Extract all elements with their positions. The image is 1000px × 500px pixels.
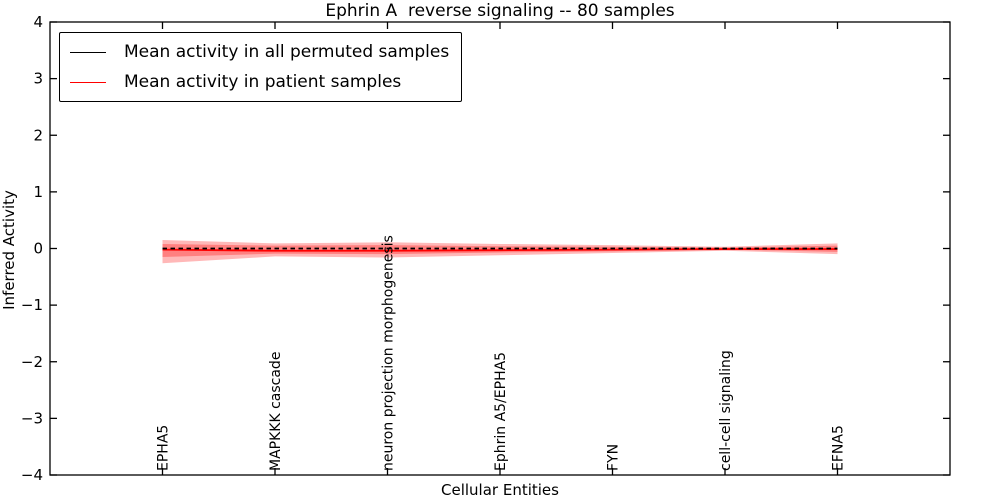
x-tick-label: EFNA5 xyxy=(831,425,847,471)
y-tick-label: 4 xyxy=(33,13,43,31)
x-tick-label: neuron projection morphogenesis xyxy=(381,235,397,471)
y-tick-label: 0 xyxy=(33,240,43,258)
figure-title: Ephrin A reverse signaling -- 80 samples xyxy=(325,1,675,21)
x-tick-label: Ephrin A5/EPHA5 xyxy=(493,352,509,471)
y-tick-label: 3 xyxy=(33,70,43,88)
legend-item: Mean activity in patient samples xyxy=(70,69,449,95)
y-tick-label: 1 xyxy=(33,183,43,201)
x-tick-label: EPHA5 xyxy=(156,425,172,471)
legend-item-label: Mean activity in patient samples xyxy=(124,72,402,92)
legend-item: Mean activity in all permuted samples xyxy=(70,39,449,65)
legend-item-label: Mean activity in all permuted samples xyxy=(124,42,450,62)
y-tick-label: −4 xyxy=(21,466,43,484)
band-patient-std-outer xyxy=(162,240,838,264)
y-tick-label: −3 xyxy=(21,409,43,427)
legend-line-swatch xyxy=(70,51,106,53)
x-tick-label: cell-cell signaling xyxy=(718,350,734,471)
y-tick-label: −1 xyxy=(21,296,43,314)
y-tick-label: −2 xyxy=(21,353,43,371)
x-axis-label: Cellular Entities xyxy=(441,481,559,499)
y-axis-label: Inferred Activity xyxy=(0,190,18,310)
x-tick-label: FYN xyxy=(606,444,622,471)
x-tick-label: MAPKKK cascade xyxy=(268,352,284,471)
legend-box: Mean activity in all permuted samples Mea… xyxy=(59,32,463,102)
y-tick-label: 2 xyxy=(33,126,43,144)
legend-line-swatch xyxy=(70,81,106,83)
